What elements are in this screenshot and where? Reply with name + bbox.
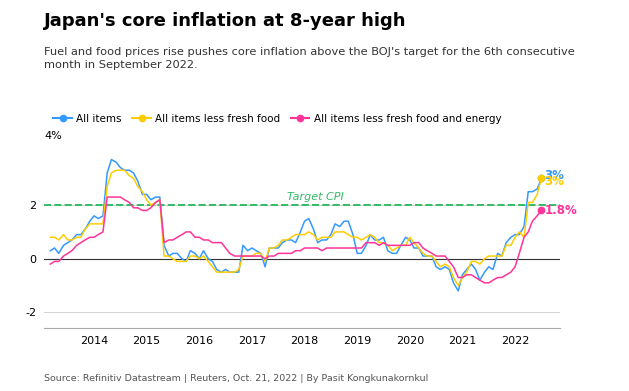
Text: Japan's core inflation at 8-year high: Japan's core inflation at 8-year high xyxy=(44,12,406,30)
Text: Target CPI: Target CPI xyxy=(287,192,343,203)
Text: 3%: 3% xyxy=(545,175,564,188)
Text: 4%: 4% xyxy=(44,131,62,141)
Legend: All items, All items less fresh food, All items less fresh food and energy: All items, All items less fresh food, Al… xyxy=(49,110,506,128)
Text: Source: Refinitiv Datastream | Reuters, Oct. 21, 2022 | By Pasit Kongkunakornkul: Source: Refinitiv Datastream | Reuters, … xyxy=(44,374,428,383)
Text: 1.8%: 1.8% xyxy=(545,204,577,217)
Text: Fuel and food prices rise pushes core inflation above the BOJ's target for the 6: Fuel and food prices rise pushes core in… xyxy=(44,47,575,70)
Text: 3%: 3% xyxy=(545,169,564,181)
